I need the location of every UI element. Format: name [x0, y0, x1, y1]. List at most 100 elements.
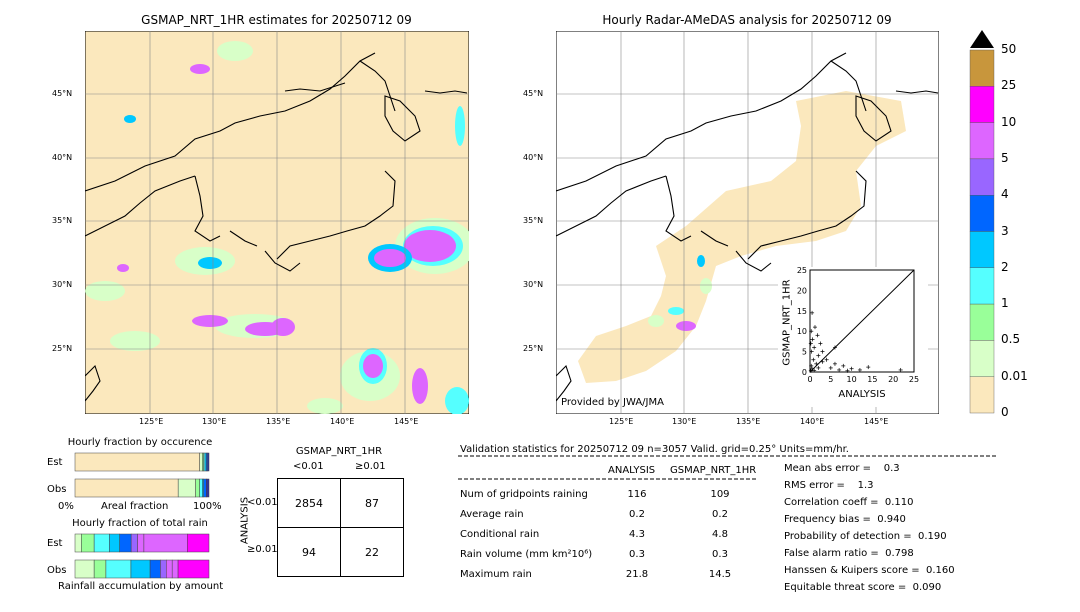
colorbar-swatch [969, 340, 995, 377]
scatter-point [810, 337, 815, 342]
stat-analysis: 4.3 [629, 529, 645, 540]
colorbar-label: 4 [1001, 187, 1009, 202]
colorbar-swatch [969, 122, 995, 160]
occurrence-bar-segment [199, 452, 203, 472]
lon-label: 140°E [330, 417, 355, 426]
rain-fraction-bar-segment [187, 533, 210, 553]
cell-hit: 22 [340, 527, 404, 577]
scatter-point [808, 368, 813, 373]
rain-obs-label: Obs [47, 565, 67, 576]
scatter-y-tick: 25 [797, 266, 807, 275]
colorbar [969, 30, 995, 414]
lon-label: 130°E [202, 417, 227, 426]
colorbar-label: 25 [1001, 78, 1017, 93]
contingency-title: GSMAP_NRT_1HR [295, 446, 383, 457]
scatter-point [808, 341, 813, 346]
lat-label: 30°N [523, 280, 544, 289]
colorbar-swatch [969, 194, 995, 232]
colorbar-swatch [969, 231, 995, 268]
occ-xlabel: Areal fraction [101, 501, 169, 512]
right-map-title: Hourly Radar-AMeDAS analysis for 2025071… [602, 13, 892, 27]
scatter-x-tick: 5 [828, 375, 833, 384]
lat-label: 45°N [523, 89, 544, 98]
colorbar-label: 0.01 [1001, 368, 1028, 383]
score-line: Mean abs error = 0.3 [784, 463, 900, 474]
scatter-point [811, 357, 816, 362]
left-map [85, 31, 469, 414]
scatter-ylabel: GSMAP_NRT_1HR [781, 279, 793, 366]
occ-tick-100: 100% [193, 501, 222, 512]
colorbar-swatch [969, 86, 995, 123]
scatter-point [898, 367, 903, 372]
left-map-grid [85, 31, 469, 414]
rain-fraction-bar-segment [143, 533, 188, 553]
scatter-point [812, 345, 817, 350]
rain-fraction-bars [74, 533, 210, 579]
scatter-diagonal [809, 269, 915, 373]
stat-gsmap: 14.5 [708, 569, 732, 580]
lat-label: 40°N [523, 153, 544, 162]
stat-analysis: 0.3 [629, 549, 645, 560]
rain-fraction-bar-segment [74, 559, 95, 579]
score-line: Equitable threat score = 0.090 [784, 582, 942, 593]
colorbar-swatch [969, 158, 995, 196]
lon-label: 135°E [266, 417, 291, 426]
stat-label: Num of gridpoints raining [460, 489, 588, 500]
colorbar-label: 5 [1001, 150, 1009, 165]
rain-fraction-bar-segment [149, 559, 161, 579]
scatter-point [841, 363, 846, 368]
stat-label: Conditional rain [460, 529, 540, 540]
colorbar-label: 0.5 [1001, 332, 1021, 347]
contingency-col-0: <0.01 [293, 461, 324, 472]
score-line: Frequency bias = 0.940 [784, 514, 906, 525]
scatter-x-tick: 15 [867, 375, 877, 384]
score-line: RMS error = 1.3 [784, 480, 874, 491]
scatter-point [828, 365, 833, 370]
scatter-y-tick: 20 [797, 286, 807, 295]
colorbar-label: 0 [1001, 405, 1009, 419]
occ-obs-label: Obs [47, 484, 67, 495]
validation-divider [458, 455, 998, 457]
contingency-row-0: <0.01 [247, 497, 278, 508]
rain-xlabel: Rainfall accumulation by amount [58, 581, 224, 592]
occurrence-title: Hourly fraction by occurence [67, 437, 213, 448]
lon-label: 140°E [800, 417, 825, 426]
colorbar-extend-arrow [970, 30, 994, 48]
occurrence-bar-segment [74, 478, 179, 498]
right-map-rain [648, 255, 712, 331]
stat-analysis: 116 [627, 489, 647, 500]
contingency-col-1: ≥0.01 [355, 461, 386, 472]
scatter-point [809, 329, 814, 334]
scatter-point [810, 310, 815, 315]
rain-fraction-bar-segment [119, 533, 132, 553]
rain-fraction-bar-segment [93, 533, 110, 553]
scatter-x-tick: 0 [807, 375, 812, 384]
validation-col-divider [458, 478, 758, 480]
lon-label: 145°E [864, 417, 889, 426]
score-line: Probability of detection = 0.190 [784, 531, 947, 542]
stat-gsmap: 0.2 [712, 509, 728, 520]
stat-gsmap: 109 [710, 489, 730, 500]
scatter-xlabel: ANALYSIS [838, 389, 886, 400]
rain-fraction-bar-segment [130, 533, 138, 553]
contingency-table: 2854 87 94 22 [277, 478, 404, 577]
scatter-point [809, 349, 814, 354]
scatter-point [816, 353, 821, 358]
lat-label: 35°N [523, 216, 544, 225]
left-map-coastline [85, 52, 468, 402]
scatter-point [820, 349, 825, 354]
scatter-y-tick: 5 [802, 348, 807, 357]
rain-fraction-bar-segment [74, 533, 82, 553]
rain-fraction-bar-segment [93, 559, 107, 579]
rain-fraction-bar-segment [166, 559, 173, 579]
rain-fraction-bar-segment [81, 533, 95, 553]
cell-miss: 94 [277, 527, 341, 577]
scatter-y-tick: 10 [797, 327, 807, 336]
scatter-plot: 0 5 10 15 20 25 0 5 10 15 20 25 [797, 266, 919, 384]
colorbar-swatch [969, 49, 995, 87]
stat-analysis: 21.8 [625, 569, 649, 580]
scatter-point [818, 341, 823, 346]
rain-fraction-bar-segment [137, 533, 145, 553]
stat-gsmap: 0.3 [712, 549, 728, 560]
cell-hits-none: 2854 [277, 478, 341, 528]
